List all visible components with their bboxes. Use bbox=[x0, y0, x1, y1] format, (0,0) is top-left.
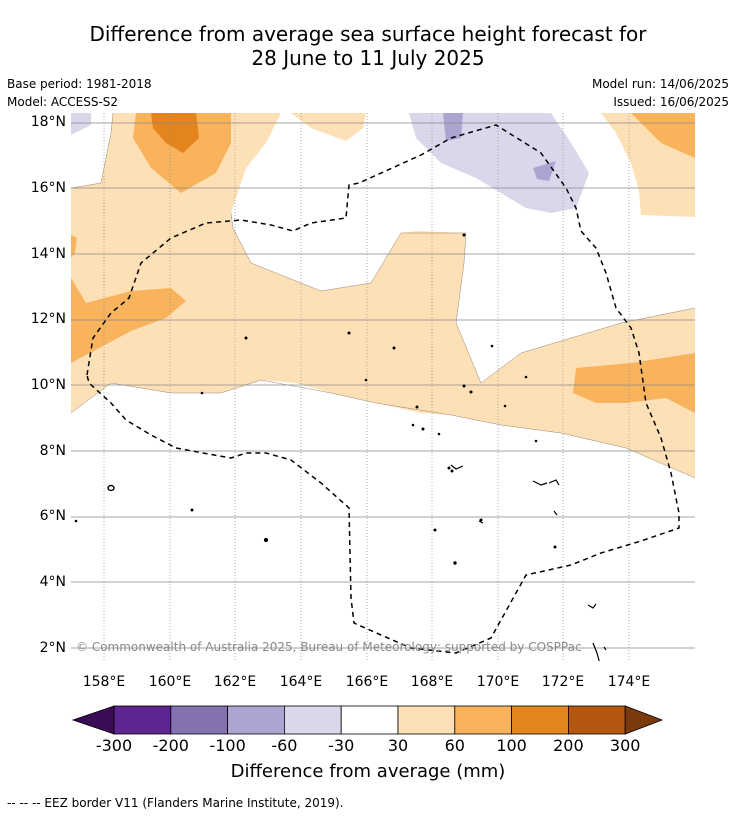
lat-label: 16°N bbox=[30, 180, 66, 196]
lon-label: 158°E bbox=[82, 674, 126, 690]
colorbar-tick-label: -30 bbox=[328, 736, 355, 755]
colorbar-tick-label: -200 bbox=[152, 736, 189, 755]
colorbar-cell bbox=[283, 705, 342, 735]
colorbar-cell bbox=[397, 705, 456, 735]
lon-label: 168°E bbox=[410, 674, 454, 690]
colorbar-tick-label: 300 bbox=[609, 736, 641, 755]
colorbar-cell bbox=[113, 705, 172, 735]
model-run: Model run: 14/06/2025 bbox=[591, 77, 729, 91]
island-atolls bbox=[450, 464, 607, 661]
lon-label: 164°E bbox=[279, 674, 323, 690]
anomaly-neg-60-100-a bbox=[443, 113, 463, 141]
model-name: Model: ACCESS-S2 bbox=[7, 95, 119, 109]
colorbar-extend-low bbox=[71, 705, 115, 735]
map-panel bbox=[71, 113, 695, 661]
colorbar-cell bbox=[227, 705, 285, 735]
lat-label: 8°N bbox=[39, 443, 66, 459]
colorbar-tick-label: -100 bbox=[209, 736, 246, 755]
anomaly-neg-30-60-corner bbox=[71, 113, 91, 135]
lon-label: 160°E bbox=[148, 674, 192, 690]
colorbar-cell bbox=[568, 705, 626, 735]
colorbar-cells bbox=[71, 705, 664, 735]
lon-label: 170°E bbox=[476, 674, 520, 690]
lat-label: 12°N bbox=[30, 311, 66, 327]
latitude-gridlines bbox=[71, 122, 695, 649]
longitude-gridlines bbox=[103, 113, 630, 661]
lat-label: 14°N bbox=[30, 246, 66, 262]
title-line-2: 28 June to 11 July 2025 bbox=[251, 46, 485, 70]
lat-label: 18°N bbox=[30, 114, 66, 130]
anomaly-neg-60-100-b bbox=[533, 161, 556, 181]
lat-label: 4°N bbox=[39, 574, 66, 590]
lat-label: 6°N bbox=[39, 508, 66, 524]
colorbar bbox=[0, 700, 736, 744]
lon-label: 174°E bbox=[607, 674, 651, 690]
colorbar-svg bbox=[71, 705, 664, 735]
eez-border bbox=[86, 124, 680, 654]
meta-left: Base period: 1981-2018 Model: ACCESS-S2 bbox=[7, 75, 152, 111]
colorbar-tick-label: 200 bbox=[553, 736, 584, 755]
colorbar-tick-label: -60 bbox=[271, 736, 298, 755]
lat-label: 10°N bbox=[30, 377, 66, 393]
colorbar-tick-label: 100 bbox=[496, 736, 527, 755]
title-line-1: Difference from average sea surface heig… bbox=[89, 22, 647, 46]
anomaly-30-60-northwest bbox=[71, 113, 695, 478]
lon-label: 166°E bbox=[345, 674, 389, 690]
lat-label: 2°N bbox=[39, 640, 66, 656]
colorbar-tick-label: 30 bbox=[387, 736, 409, 755]
issue-date: Issued: 16/06/2025 bbox=[613, 95, 729, 109]
base-period: Base period: 1981-2018 bbox=[7, 77, 152, 91]
anomaly-60-100-east bbox=[573, 353, 695, 413]
anomaly-60-100-west bbox=[71, 278, 186, 363]
colorbar-label: Difference from average (mm) bbox=[230, 761, 506, 782]
anomaly-60-100-west-edge bbox=[71, 235, 77, 258]
colorbar-tick-label: 60 bbox=[444, 736, 465, 755]
colorbar-cell bbox=[511, 705, 569, 735]
meta-right: Model run: 14/06/2025 Issued: 16/06/2025 bbox=[592, 75, 729, 111]
colorbar-cell bbox=[170, 705, 229, 735]
sea-height-map bbox=[71, 113, 695, 661]
chart-title: Difference from average sea surface heig… bbox=[0, 22, 736, 70]
lon-label: 162°E bbox=[213, 674, 257, 690]
copyright-notice: © Commonwealth of Australia 2025, Bureau… bbox=[76, 640, 582, 654]
colorbar-extend-high bbox=[624, 705, 664, 735]
anomaly-30-60-north-top bbox=[291, 113, 366, 141]
island-outlines bbox=[74, 233, 557, 565]
colorbar-tick-label: -300 bbox=[95, 736, 133, 755]
colorbar-cell bbox=[454, 705, 512, 735]
eez-footnote: -- -- -- EEZ border V11 (Flanders Marine… bbox=[7, 796, 344, 810]
lon-label: 172°E bbox=[541, 674, 585, 690]
anomaly-60-100-northeast bbox=[631, 113, 695, 158]
colorbar-cell bbox=[340, 705, 399, 735]
